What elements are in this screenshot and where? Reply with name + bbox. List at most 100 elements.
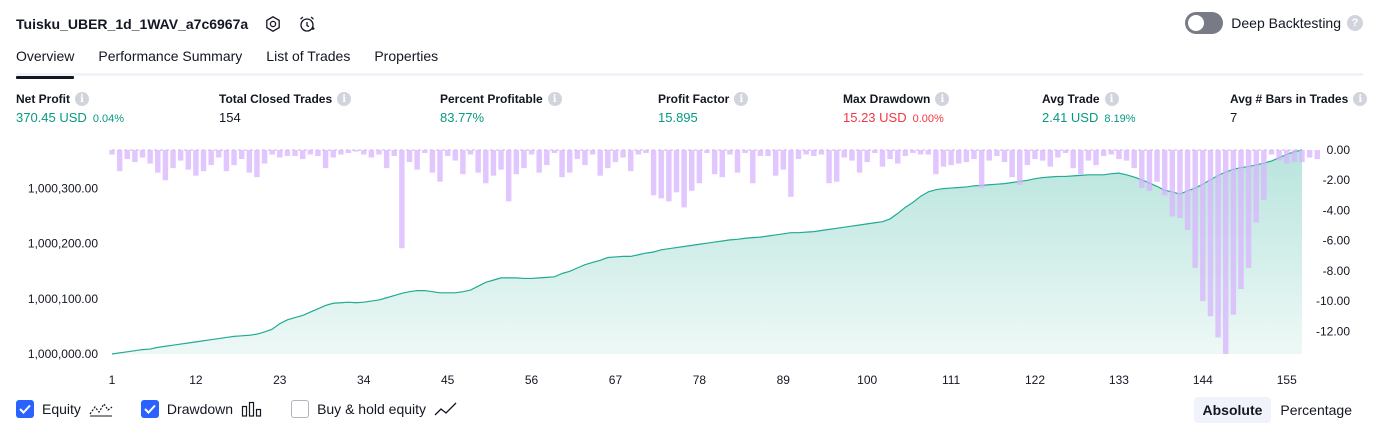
drawdown-bar <box>971 150 977 160</box>
tab-performance-summary[interactable]: Performance Summary <box>98 48 243 64</box>
legend-buy-hold-equity[interactable]: Buy & hold equity <box>291 400 458 418</box>
metric-value: 154 <box>219 110 241 125</box>
drawdown-bar <box>208 150 214 166</box>
drawdown-bar <box>1039 150 1046 161</box>
tab-properties[interactable]: Properties <box>374 48 439 64</box>
drawdown-bar <box>582 150 588 166</box>
info-icon[interactable]: i <box>734 92 749 106</box>
drawdown-bar <box>1100 150 1107 157</box>
drawdown-bar <box>414 150 420 170</box>
metric-max-drawdown: Max Drawdown i 15.23 USD 0.00% <box>843 92 950 125</box>
drawdown-bar <box>216 150 222 158</box>
drawdown-bar <box>841 150 848 158</box>
drawdown-bar <box>559 150 565 178</box>
drawdown-bar <box>1161 150 1168 196</box>
equity-checkbox[interactable] <box>16 400 34 418</box>
drawdown-bar <box>383 150 390 169</box>
drawdown-bar <box>292 150 298 157</box>
drawdown-bar <box>544 150 550 166</box>
drawdown-bar <box>490 150 497 176</box>
x-tick-label: 100 <box>857 373 877 387</box>
info-icon[interactable]: i <box>547 92 562 106</box>
drawdown-bar <box>1017 150 1023 185</box>
drawdown-bar <box>1268 150 1275 155</box>
drawdown-bar <box>444 150 451 157</box>
drawdown-bar <box>1314 150 1320 160</box>
drawdown-bar <box>689 150 695 191</box>
drawdown-bar <box>734 150 741 173</box>
tab-list-of-trades[interactable]: List of Trades <box>266 48 351 64</box>
drawdown-bar <box>345 150 352 154</box>
drawdown-bar <box>1207 150 1214 317</box>
right-axis-label: -6.00 <box>1323 234 1351 248</box>
toggle-knob <box>1188 15 1205 31</box>
info-icon[interactable]: i <box>1104 92 1119 106</box>
drawdown-bar <box>1192 150 1198 268</box>
drawdown-bar <box>170 150 176 169</box>
drawdown-bar <box>1070 150 1076 169</box>
drawdown-bar <box>1215 150 1221 338</box>
drawdown-bar <box>597 150 603 176</box>
drawdown-bar <box>155 150 161 173</box>
drawdown-bar <box>315 150 321 157</box>
drawdown-checkbox[interactable] <box>140 400 159 418</box>
metric-label: Avg # Bars in Trades <box>1230 92 1349 106</box>
drawdown-bar <box>429 150 436 173</box>
drawdown-bar <box>551 150 558 154</box>
metric-value: 7 <box>1230 110 1238 125</box>
drawdown-bar <box>719 150 725 178</box>
equity-line <box>111 149 1303 355</box>
value-mode-switch: Absolute Percentage <box>1193 397 1362 423</box>
metric-value: 83.77% <box>440 110 485 125</box>
drawdown-bar <box>879 150 886 167</box>
metric-value: 2.41 USD <box>1042 110 1099 125</box>
help-icon[interactable]: ? <box>1347 15 1363 31</box>
x-tick-label: 45 <box>441 373 455 387</box>
absolute-button[interactable]: Absolute <box>1193 397 1272 423</box>
drawdown-bar <box>933 150 939 175</box>
drawdown-bar <box>1261 150 1267 200</box>
info-icon[interactable]: i <box>1353 92 1368 106</box>
drawdown-bar <box>1032 150 1038 160</box>
drawdown-bar <box>254 150 260 178</box>
metrics-row: Net Profit i 370.45 USD 0.04% Total Closed… <box>16 92 1368 132</box>
drawdown-bar <box>399 150 405 249</box>
alert-clock-icon[interactable] <box>296 13 318 35</box>
x-tick-label: 56 <box>525 373 539 387</box>
x-tick-label: 12 <box>189 373 203 387</box>
drawdown-bar <box>1238 150 1244 290</box>
drawdown-label: Drawdown <box>166 401 234 417</box>
drawdown-bar <box>284 150 291 157</box>
legend-equity[interactable]: Equity <box>16 400 113 418</box>
drawdown-bar <box>147 150 153 164</box>
drawdown-bar <box>818 150 825 155</box>
drawdown-bar <box>338 150 344 155</box>
buy-hold-checkbox[interactable] <box>291 400 310 418</box>
drawdown-bar <box>856 150 863 173</box>
drawdown-bar <box>1131 150 1137 169</box>
metric-value: 15.895 <box>658 110 698 125</box>
drawdown-bar <box>795 150 802 160</box>
info-icon[interactable]: i <box>337 92 352 106</box>
info-icon[interactable]: i <box>75 92 89 106</box>
strategy-header: Tuisku_UBER_1d_1WAV_a7c6967a <box>16 10 318 38</box>
drawdown-bar <box>978 150 985 188</box>
deep-backtesting-toggle[interactable] <box>1185 12 1224 34</box>
drawdown-bar <box>505 150 512 202</box>
chart-legend: Equity Drawdown Buy & hold equity <box>16 400 486 418</box>
drawdown-bar <box>956 150 962 164</box>
drawdown-bar <box>1055 150 1061 158</box>
equity-drawdown-chart[interactable]: 1 12 23 34 45 56 67 78 89 100 111 122 133 144 155 1,000… <box>0 140 1379 390</box>
legend-drawdown[interactable]: Drawdown <box>140 400 263 418</box>
drawdown-bar <box>376 150 382 155</box>
drawdown-bar <box>193 150 199 176</box>
drawdown-bar <box>361 150 367 155</box>
drawdown-bar <box>612 150 619 163</box>
tab-overview[interactable]: Overview <box>16 46 75 79</box>
percentage-button[interactable]: Percentage <box>1280 402 1352 418</box>
info-icon[interactable]: i <box>935 92 950 106</box>
settings-icon[interactable] <box>262 13 284 35</box>
drawdown-bar <box>681 150 687 208</box>
equity-label: Equity <box>42 401 81 417</box>
right-axis-label: -10.00 <box>1316 294 1350 308</box>
